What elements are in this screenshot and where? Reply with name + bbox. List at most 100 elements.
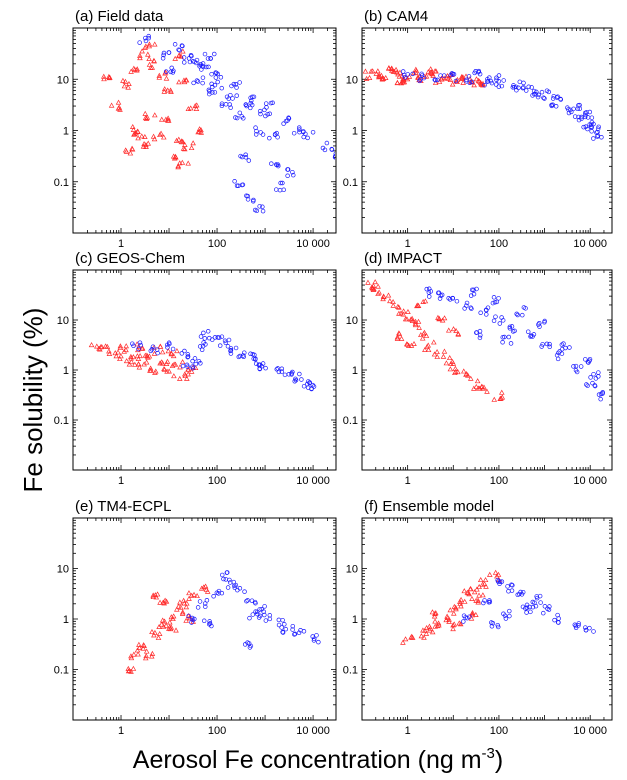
data-point-red xyxy=(431,351,438,357)
data-point-red xyxy=(385,292,392,298)
data-point-blue xyxy=(516,85,521,91)
data-point-blue xyxy=(528,333,534,338)
data-point-red xyxy=(467,375,474,381)
data-point-blue xyxy=(512,328,517,334)
data-point-red xyxy=(125,84,131,90)
data-point-blue xyxy=(201,340,206,345)
data-point-blue xyxy=(176,47,181,52)
data-point-red xyxy=(376,74,382,80)
data-point-red xyxy=(373,70,380,76)
panel-e-title: (e) TM4-ECPL xyxy=(75,498,171,515)
data-point-red xyxy=(497,395,503,401)
data-point-blue xyxy=(233,582,239,588)
data-point-blue xyxy=(202,601,208,606)
data-point-blue xyxy=(576,621,582,626)
data-point-blue xyxy=(587,109,593,115)
data-point-red xyxy=(390,302,397,308)
data-point-blue xyxy=(477,335,483,341)
data-point-red xyxy=(434,623,441,629)
data-point-red xyxy=(188,144,195,151)
data-point-red xyxy=(128,668,134,674)
data-point-red xyxy=(157,343,164,349)
data-point-blue xyxy=(493,314,498,319)
data-point-blue xyxy=(228,351,234,356)
data-point-blue xyxy=(181,55,187,60)
data-point-red xyxy=(128,655,135,661)
y-tick-label: 1 xyxy=(352,126,358,138)
data-point-blue xyxy=(149,347,155,352)
data-point-blue xyxy=(500,318,506,323)
data-point-blue xyxy=(235,587,240,593)
data-point-red xyxy=(476,583,482,590)
data-point-red xyxy=(428,69,435,75)
data-point-blue xyxy=(542,96,547,101)
data-point-red xyxy=(121,83,128,89)
data-point-blue xyxy=(219,572,225,578)
data-point-blue xyxy=(547,344,552,350)
data-point-red xyxy=(143,648,150,654)
data-point-blue xyxy=(233,115,238,120)
data-point-red xyxy=(396,331,403,337)
data-point-red xyxy=(443,617,450,623)
data-point-blue xyxy=(427,294,432,299)
data-point-red xyxy=(172,154,179,160)
data-point-blue xyxy=(257,366,263,372)
data-point-red xyxy=(168,351,175,357)
data-point-red xyxy=(131,131,137,137)
data-point-blue xyxy=(549,102,554,108)
data-point-red xyxy=(174,606,180,612)
data-point-blue xyxy=(583,112,588,118)
y-tick-label: 0.1 xyxy=(54,177,69,189)
data-point-red xyxy=(458,75,465,81)
data-point-red xyxy=(397,69,403,75)
y-tick-label: 10 xyxy=(57,564,69,576)
y-tick-label: 10 xyxy=(57,74,69,86)
data-point-red xyxy=(175,163,182,169)
data-point-blue xyxy=(161,50,167,56)
data-point-red xyxy=(135,128,141,134)
data-point-blue xyxy=(297,125,302,130)
data-point-blue xyxy=(589,115,595,120)
data-point-red xyxy=(165,115,171,121)
data-point-red xyxy=(126,361,133,367)
data-point-blue xyxy=(495,577,500,583)
data-point-blue xyxy=(179,43,185,48)
data-point-blue xyxy=(217,343,223,348)
data-point-red xyxy=(175,136,182,142)
data-point-blue xyxy=(263,618,269,623)
data-point-blue xyxy=(464,303,469,308)
data-point-blue xyxy=(505,584,510,589)
data-point-red xyxy=(108,102,115,108)
data-point-red xyxy=(452,604,459,610)
data-point-red xyxy=(375,283,381,289)
data-point-blue xyxy=(546,89,552,95)
data-point-red xyxy=(443,360,450,366)
data-point-blue xyxy=(253,361,259,366)
x-tick-label: 100 xyxy=(490,725,508,737)
y-tick-label: 0.1 xyxy=(343,415,358,427)
data-point-blue xyxy=(468,305,474,310)
data-point-red xyxy=(162,597,168,603)
data-point-blue xyxy=(290,627,295,632)
data-point-blue xyxy=(262,107,267,113)
data-point-blue xyxy=(573,363,579,369)
data-point-blue xyxy=(311,636,317,642)
data-point-blue xyxy=(267,616,273,622)
data-point-red xyxy=(477,576,484,583)
data-point-red xyxy=(156,623,162,629)
data-point-blue xyxy=(207,91,212,97)
data-point-red xyxy=(479,581,486,587)
data-point-red xyxy=(113,353,120,359)
data-point-blue xyxy=(428,289,433,294)
panel-e: (e) TM4-ECPL 1 100 10 000 0.1 1 10 xyxy=(54,498,337,737)
data-point-blue xyxy=(286,115,291,121)
data-point-red xyxy=(130,126,137,132)
x-tick-label: 10 000 xyxy=(573,238,607,250)
data-point-blue xyxy=(189,53,194,59)
data-point-blue xyxy=(194,78,200,83)
data-point-red xyxy=(166,624,173,630)
data-point-blue xyxy=(469,306,474,311)
data-point-red xyxy=(106,350,113,356)
data-point-red xyxy=(145,140,152,146)
